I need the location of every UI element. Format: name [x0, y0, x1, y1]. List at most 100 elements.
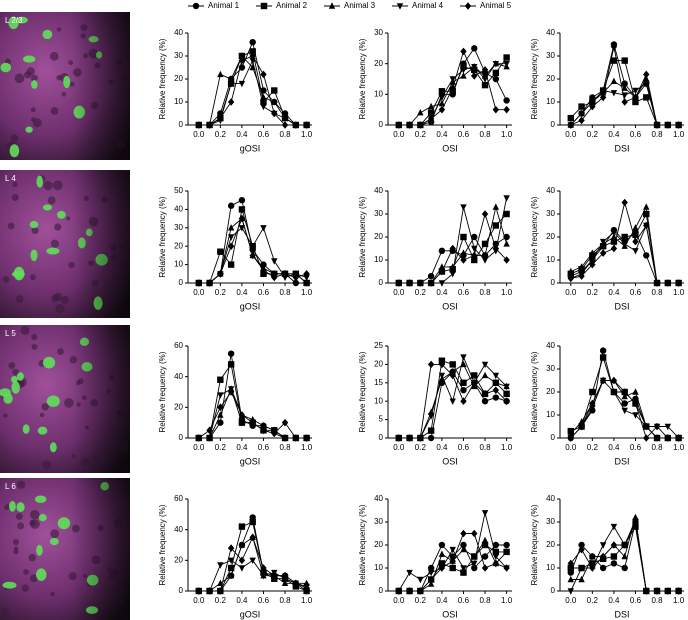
marker	[427, 427, 435, 434]
marker	[621, 388, 628, 396]
marker	[471, 256, 478, 264]
marker	[417, 434, 424, 442]
chart: 0 10 20 30 40 0.0 0.2 0.4 0.6 0.8 1.0 DSI Relative f…	[530, 341, 685, 466]
marker	[281, 270, 289, 278]
marker	[460, 386, 467, 394]
y-tick-label: 20	[546, 232, 555, 241]
x-tick-label: 0.8	[651, 288, 663, 297]
x-tick-label: 0.0	[565, 596, 577, 605]
y-tick-label: 0	[179, 120, 184, 129]
y-tick-label: 0	[379, 278, 384, 287]
marker	[206, 279, 213, 287]
marker	[195, 434, 202, 442]
y-tick-label: 20	[546, 387, 555, 396]
marker	[260, 70, 267, 79]
x-axis-label: gOSI	[240, 143, 261, 153]
marker	[460, 249, 467, 256]
y-tick-label: 10	[374, 396, 383, 405]
marker	[610, 541, 618, 549]
y-tick-label: 30	[546, 209, 555, 218]
marker	[632, 388, 639, 395]
marker	[643, 434, 650, 442]
marker	[578, 263, 585, 270]
x-tick-label: 0.2	[215, 130, 227, 139]
marker	[503, 397, 510, 405]
x-tick-label: 0.8	[651, 443, 663, 452]
marker	[567, 564, 574, 572]
y-tick-label: 0	[379, 433, 384, 442]
y-tick-label: 20	[174, 74, 183, 83]
marker	[610, 77, 618, 84]
chart: 0 10 20 30 40 0.0 0.2 0.4 0.6 0.8 1.0 gOSI Relative …	[158, 28, 313, 153]
marker	[427, 102, 435, 110]
legend-label: Animal 3	[344, 1, 376, 10]
chart: 0 10 20 30 40 0.0 0.2 0.4 0.6 0.8 1.0 OSI Relative f…	[358, 494, 513, 619]
marker	[271, 273, 278, 282]
marker	[195, 587, 202, 595]
x-tick-label: 0.6	[258, 443, 270, 452]
marker	[303, 270, 310, 278]
y-tick-label: 15	[374, 378, 383, 387]
marker	[427, 360, 435, 369]
x-tick-label: 0.0	[393, 596, 405, 605]
marker	[481, 541, 489, 549]
marker	[621, 552, 628, 560]
x-axis-label: OSI	[442, 143, 458, 153]
marker	[643, 203, 650, 210]
marker	[227, 80, 235, 88]
marker	[460, 541, 467, 549]
marker	[449, 76, 456, 83]
marker	[481, 251, 489, 259]
x-tick-label: 0.6	[258, 288, 270, 297]
marker	[217, 392, 224, 399]
x-tick-label: 0.0	[565, 130, 577, 139]
marker	[271, 109, 278, 118]
marker	[460, 67, 467, 74]
y-tick-label: 30	[174, 223, 183, 232]
marker	[578, 272, 585, 280]
marker	[227, 75, 235, 82]
marker	[438, 372, 446, 380]
marker	[227, 361, 235, 368]
marker	[249, 557, 256, 565]
x-tick-label: 0.0	[193, 130, 205, 139]
x-tick-label: 0.2	[587, 443, 599, 452]
x-tick-label: 0.8	[279, 596, 291, 605]
marker	[481, 390, 489, 398]
marker	[578, 541, 585, 549]
marker	[599, 93, 607, 102]
marker	[481, 240, 489, 248]
marker	[438, 105, 446, 114]
marker	[471, 45, 478, 52]
marker	[449, 361, 456, 368]
marker	[417, 576, 424, 584]
marker	[427, 434, 435, 442]
x-tick-label: 0.6	[630, 596, 642, 605]
marker	[460, 569, 467, 576]
marker	[217, 270, 224, 278]
marker	[589, 257, 596, 264]
charts: 0 10 20 30 40 0.0 0.2 0.4 0.6 0.8 1.0 gOSI Relative …	[158, 28, 685, 619]
marker	[260, 426, 267, 435]
x-tick-label: 1.0	[301, 130, 313, 139]
marker	[621, 92, 628, 99]
marker	[396, 3, 404, 10]
x-axis-label: DSI	[614, 143, 629, 153]
x-tick-label: 0.4	[436, 130, 448, 139]
marker	[492, 222, 500, 229]
marker	[481, 76, 489, 83]
marker	[460, 397, 467, 405]
marker	[610, 43, 618, 51]
marker	[621, 84, 628, 91]
y-axis-label: Relative frequency (%)	[530, 196, 539, 277]
marker	[664, 434, 672, 442]
marker	[610, 553, 618, 560]
marker	[227, 388, 235, 396]
marker	[643, 221, 650, 230]
marker	[217, 248, 224, 255]
marker	[217, 587, 224, 595]
marker	[238, 523, 246, 530]
marker	[610, 560, 618, 567]
marker	[303, 584, 310, 592]
marker	[492, 379, 500, 386]
